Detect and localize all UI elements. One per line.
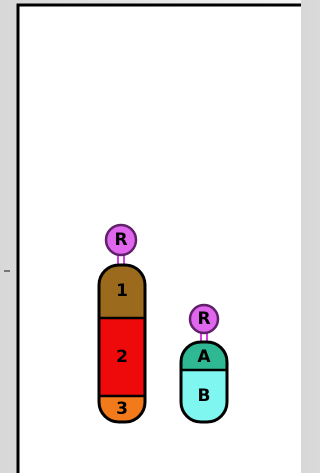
diagram: R 1 2 3 R A B xyxy=(0,0,301,473)
cap-label: R xyxy=(114,230,127,250)
segment-label: 1 xyxy=(116,281,128,301)
segment-label: B xyxy=(198,386,211,406)
cap-label: R xyxy=(197,309,210,329)
panel xyxy=(18,5,301,473)
segment-label: 2 xyxy=(116,347,128,367)
segment-label: 3 xyxy=(116,399,128,419)
page: R 1 2 3 R A B (() => { const data = JSON… xyxy=(0,0,301,473)
segment-label: A xyxy=(197,347,211,367)
